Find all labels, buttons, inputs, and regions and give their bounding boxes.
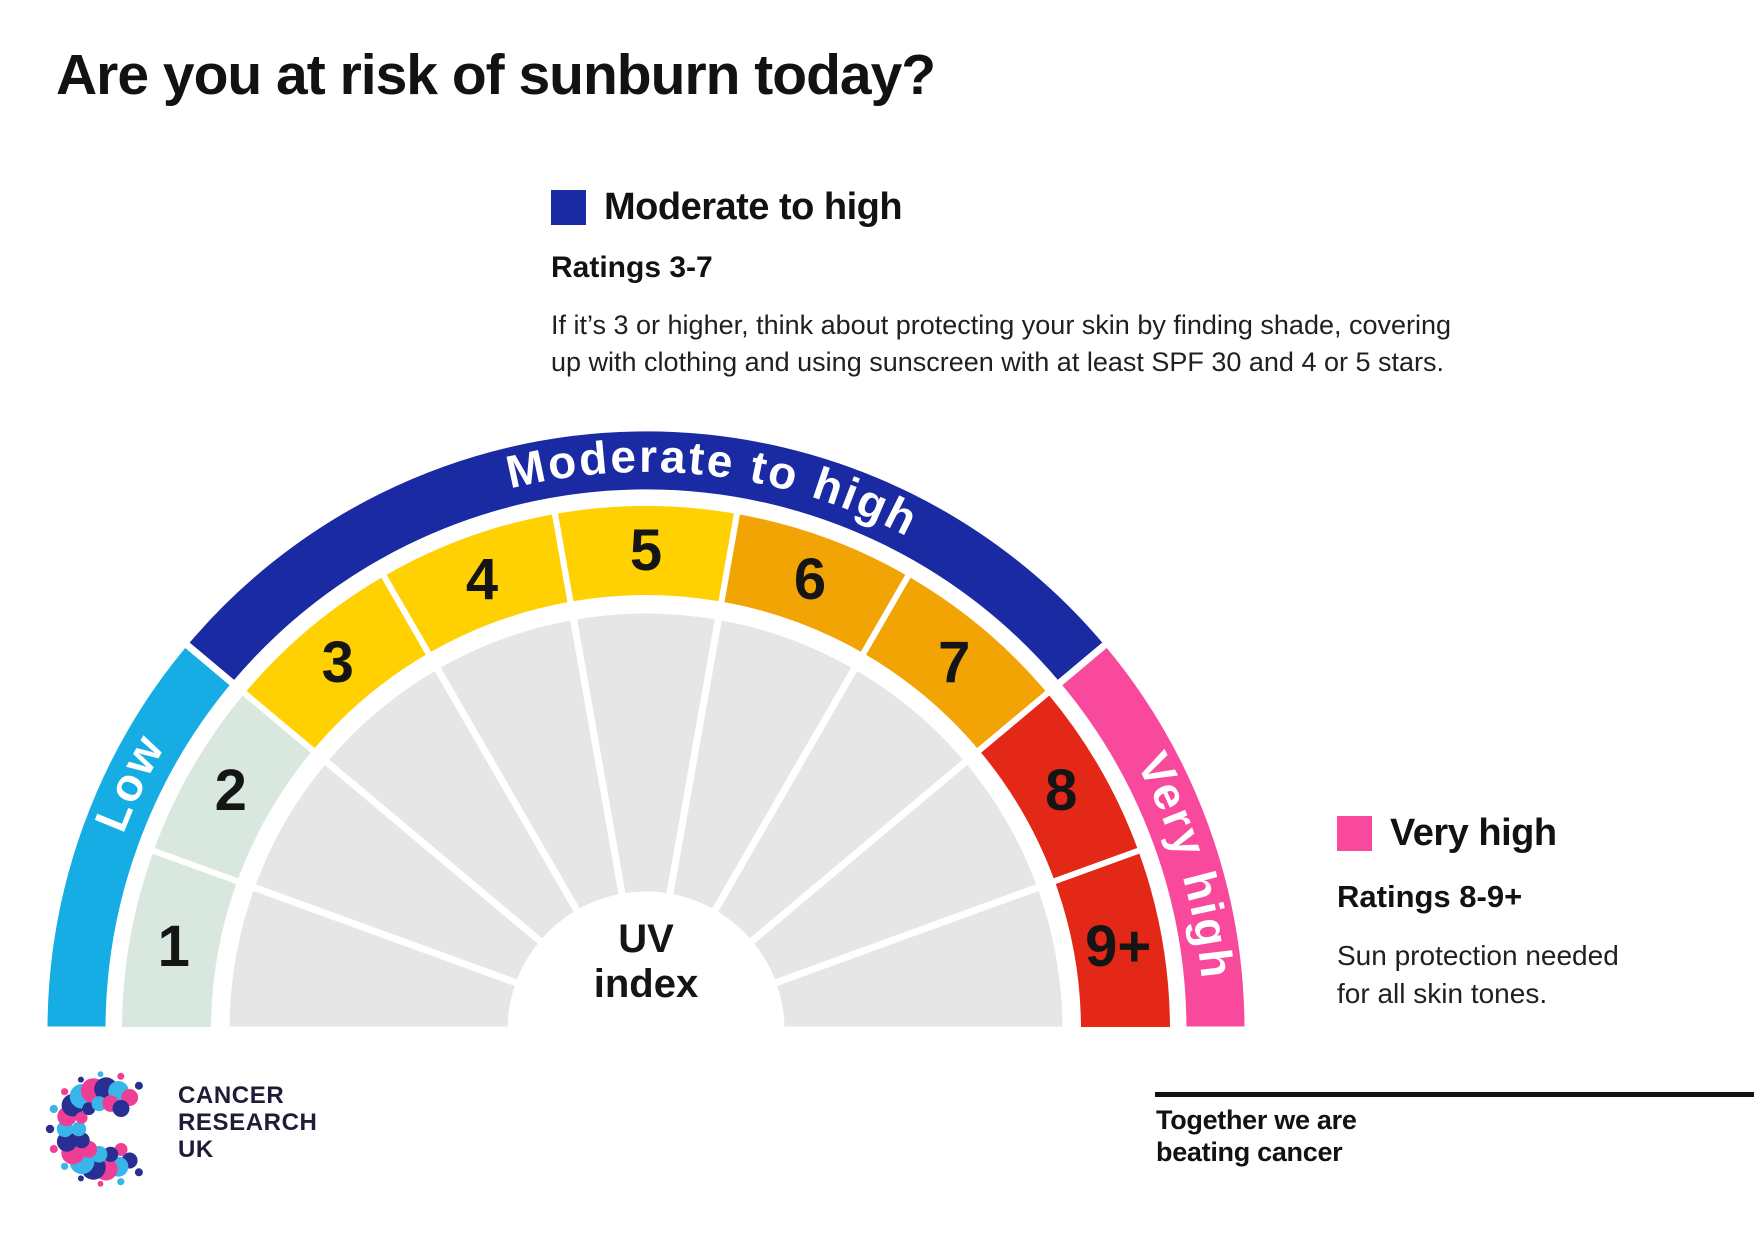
gauge-segment-label-9+: 9+: [1085, 914, 1151, 979]
legend-moderate-description-line1: If it’s 3 or higher, think about protect…: [551, 310, 1452, 340]
gauge-segment-label-1: 1: [158, 914, 190, 979]
legend-very-high-description: Sun protection needed for all skin tones…: [1337, 937, 1619, 1013]
gauge-center-label-line1: UV: [618, 917, 674, 961]
logo-line2: RESEARCH: [178, 1109, 318, 1136]
logo-dot: [112, 1100, 130, 1117]
legend-moderate-description: If it’s 3 or higher, think about protect…: [551, 307, 1451, 381]
logo-dot: [77, 1076, 84, 1083]
logo-dot: [61, 1088, 69, 1096]
logo-dot: [61, 1162, 69, 1170]
logo-dot: [97, 1180, 104, 1187]
legend-moderate-label: Moderate to high: [604, 186, 903, 228]
logo-dot: [45, 1124, 55, 1134]
logo-dot: [75, 1111, 88, 1124]
gauge-segment-label-8: 8: [1045, 758, 1077, 823]
logo-dot: [134, 1168, 143, 1177]
legend-very-high: Very high Ratings 8-9+ Sun protection ne…: [1337, 812, 1619, 1013]
logo-dot: [77, 1175, 84, 1182]
legend-very-high-label: Very high: [1390, 812, 1557, 854]
tagline: Together we are beating cancer: [1156, 1104, 1357, 1168]
logo-dot: [134, 1081, 143, 1090]
gauge-segment-9+: [1048, 845, 1177, 1030]
very-high-swatch: [1337, 816, 1372, 851]
logo-dot: [97, 1071, 104, 1078]
logo-line3: UK: [178, 1136, 214, 1163]
tagline-line1: Together we are: [1156, 1105, 1357, 1135]
legend-very-high-description-line2: for all skin tones.: [1337, 978, 1548, 1009]
moderate-swatch: [551, 190, 586, 225]
gauge-segment-label-6: 6: [794, 547, 826, 612]
logo-dot: [49, 1145, 58, 1153]
logo-dot: [103, 1146, 119, 1162]
gauge-center-label-line2: index: [594, 962, 698, 1006]
logo-dot: [73, 1132, 90, 1149]
page-title: Are you at risk of sunburn today?: [56, 43, 936, 107]
logo-dot: [71, 1121, 87, 1137]
legend-moderate-to-high: Moderate to high Ratings 3-7 If it’s 3 o…: [551, 186, 1451, 381]
logo-dot: [117, 1178, 125, 1186]
tagline-line2: beating cancer: [1156, 1137, 1343, 1167]
gauge-segment-label-5: 5: [630, 518, 662, 583]
logo-dot: [117, 1072, 125, 1080]
gauge-band-very-high: [1052, 638, 1248, 1030]
gauge-segment-label-7: 7: [938, 630, 970, 695]
gauge-segment-label-3: 3: [322, 630, 354, 695]
logo-line1: CANCER: [178, 1082, 285, 1109]
legend-very-high-description-line1: Sun protection needed: [1337, 940, 1619, 971]
logo-dot: [91, 1096, 107, 1112]
legend-moderate-description-line2: up with clothing and using sunscreen wit…: [551, 347, 1445, 377]
legend-moderate-ratings: Ratings 3-7: [551, 251, 713, 284]
cancer-research-uk-logotype: CANCER RESEARCH UK: [178, 1082, 317, 1163]
legend-very-high-ratings: Ratings 8-9+: [1337, 879, 1523, 914]
tagline-rule: [1155, 1092, 1754, 1097]
gauge-segment-label-4: 4: [466, 547, 498, 612]
cancer-research-uk-logo-icon: [45, 1071, 143, 1187]
logo-dot: [49, 1104, 58, 1114]
gauge-segment-label-2: 2: [215, 758, 247, 823]
gauge-wedge-9+: [768, 881, 1070, 1030]
